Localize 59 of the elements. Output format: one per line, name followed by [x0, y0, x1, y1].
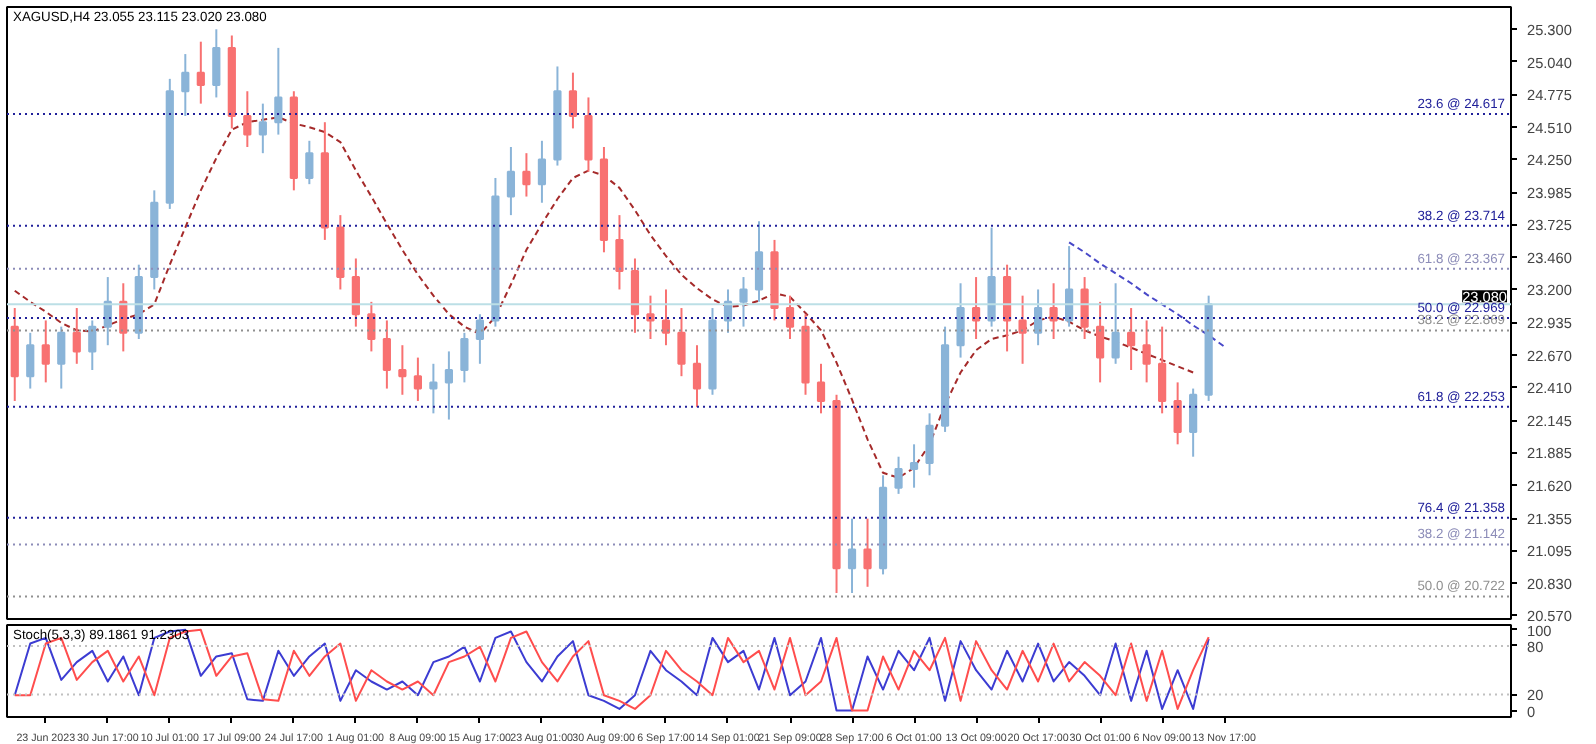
candlestick	[692, 344, 702, 409]
line-series	[1068, 241, 1226, 348]
candlestick	[475, 313, 485, 365]
candlestick	[212, 28, 221, 99]
candlestick	[568, 71, 578, 130]
candlestick	[1018, 294, 1027, 365]
candlestick	[894, 455, 903, 495]
candlestick	[181, 53, 190, 118]
candlestick	[351, 257, 360, 328]
candlestick	[785, 294, 795, 341]
candlestick	[196, 40, 205, 105]
candlestick	[925, 412, 934, 477]
candlestick	[305, 139, 314, 186]
candlestick	[382, 319, 391, 390]
candlestick	[754, 220, 764, 303]
candlestick	[956, 282, 965, 359]
candlestick	[646, 294, 655, 341]
candlestick	[367, 300, 376, 353]
candlestick	[243, 90, 252, 148]
candlestick	[1033, 288, 1043, 347]
candlestick	[971, 276, 981, 341]
candlestick	[413, 356, 422, 402]
candlestick	[1142, 319, 1151, 384]
candlestick	[847, 517, 857, 594]
candlestick	[1065, 245, 1074, 328]
candlestick	[816, 362, 826, 415]
candlestick	[41, 319, 50, 384]
candlestick	[661, 288, 671, 347]
candlestick	[429, 362, 438, 415]
candlestick	[522, 152, 531, 198]
candlestick	[88, 319, 97, 371]
candlestick	[909, 443, 919, 489]
candlestick	[1158, 325, 1167, 415]
candlestick	[506, 145, 516, 217]
candlestick	[1189, 387, 1198, 458]
candlestick	[630, 257, 640, 334]
candlestick	[739, 276, 748, 328]
candlestick	[1127, 307, 1136, 371]
candlestick	[615, 214, 624, 291]
candlestick	[1111, 282, 1120, 365]
candlestick	[1049, 282, 1058, 341]
candlestick	[398, 344, 407, 396]
candlestick	[1096, 300, 1105, 384]
candlestick	[258, 102, 267, 155]
candlestick	[537, 139, 547, 204]
candlestick	[863, 517, 872, 588]
candlestick	[584, 96, 593, 173]
candlestick	[274, 46, 283, 136]
candlestick	[987, 226, 996, 328]
candlestick	[26, 331, 35, 390]
candlestick	[677, 307, 686, 378]
candlestick	[57, 325, 66, 390]
candlestick	[72, 307, 81, 365]
candlestick	[460, 331, 469, 384]
line-series	[13, 628, 1210, 712]
candlestick	[1002, 263, 1012, 353]
candlestick	[1080, 276, 1089, 341]
candlestick	[1173, 381, 1182, 446]
candlestick	[444, 350, 453, 421]
